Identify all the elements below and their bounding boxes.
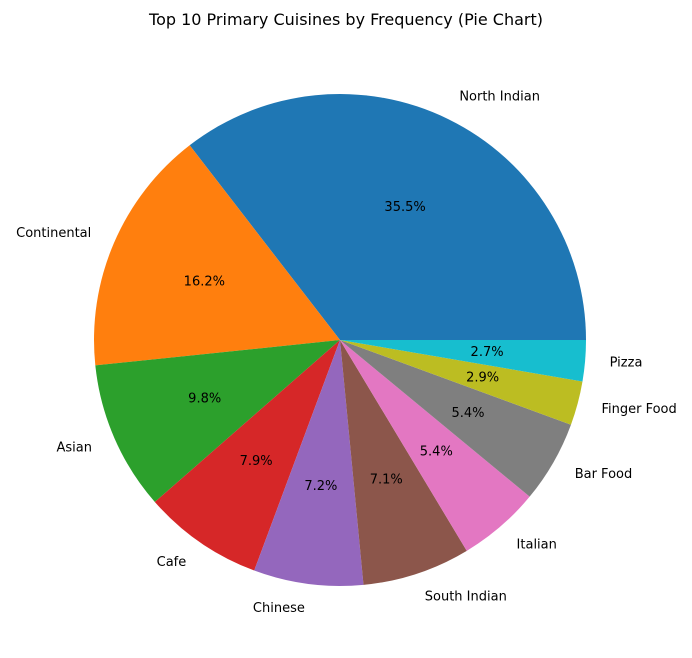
pie-slice-continental [94,145,340,366]
pct-label-cafe: 7.9% [240,454,273,469]
category-label-north-indian: North Indian [459,90,540,105]
pct-label-north-indian: 35.5% [384,200,425,215]
category-label-italian: Italian [517,538,557,553]
pie-slice-italian [340,340,530,551]
pie-slice-chinese [254,340,364,586]
pct-label-chinese: 7.2% [304,479,337,494]
pct-label-italian: 5.4% [420,444,453,459]
category-label-pizza: Pizza [610,355,643,370]
pct-label-finger-food: 2.9% [466,371,499,386]
pie-slice-asian [95,340,340,502]
category-label-bar-food: Bar Food [575,467,633,482]
pct-label-south-indian: 7.1% [370,473,403,488]
pct-label-pizza: 2.7% [471,345,504,360]
pie-labels: 35.5% North Indian 16.2% Continental 9.8% Asi… [16,90,677,616]
pie-slice-pizza [340,340,586,382]
pct-label-bar-food: 5.4% [452,406,485,421]
category-label-chinese: Chinese [253,601,305,616]
pct-label-continental: 16.2% [184,274,225,289]
category-label-continental: Continental [16,226,91,241]
category-label-finger-food: Finger Food [601,402,676,417]
chart-title: Top 10 Primary Cuisines by Frequency (Pi… [149,10,543,29]
pie-slice-finger-food [340,340,583,425]
pie-slice-south-indian [340,340,467,585]
pct-label-asian: 9.8% [188,391,221,406]
category-label-cafe: Cafe [157,555,187,570]
pie-slice-north-indian [189,94,586,340]
pie-slice-cafe [154,340,340,571]
pie-slices [94,94,586,586]
pie-slice-bar-food [340,340,571,497]
category-label-asian: Asian [56,441,91,456]
category-label-south-indian: South Indian [425,589,507,604]
